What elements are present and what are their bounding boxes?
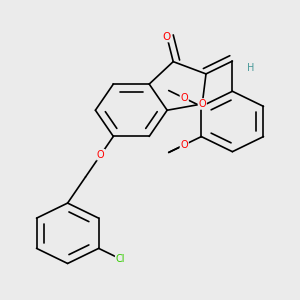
Text: O: O bbox=[198, 99, 206, 109]
Text: O: O bbox=[180, 93, 188, 103]
Text: H: H bbox=[247, 63, 254, 73]
Text: O: O bbox=[180, 140, 188, 150]
Text: O: O bbox=[97, 150, 105, 160]
Text: O: O bbox=[163, 32, 171, 41]
Text: Cl: Cl bbox=[116, 254, 125, 264]
